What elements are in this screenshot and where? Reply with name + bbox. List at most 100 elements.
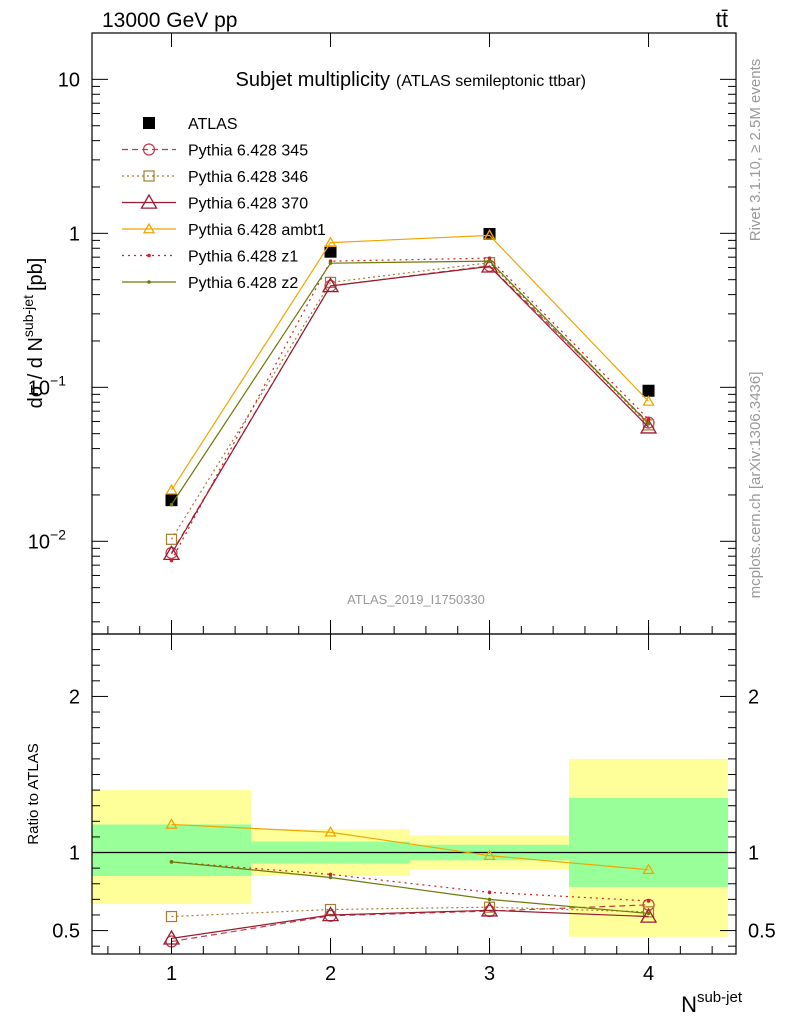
series-pythia-6-428-ambt1 — [165, 229, 655, 495]
legend-label: Pythia 6.428 345 — [188, 143, 308, 160]
data-point — [321, 277, 340, 293]
main-series-group — [162, 228, 658, 563]
ratio-y-tick-label-right: 2 — [748, 686, 759, 708]
series-pythia-6-428-z2 — [169, 259, 651, 507]
main-y-axis-label-main: dσ / d N — [25, 337, 47, 408]
series-pythia-6-428-370 — [162, 257, 658, 561]
ratio-point — [328, 875, 333, 880]
main-y-axis-label: dσ / d Nsub-jet [pb] — [20, 258, 47, 409]
y-tick-label: 1 — [69, 223, 80, 245]
y-tick-label-base: 10 — [28, 377, 50, 399]
x-axis-label-main: N — [681, 992, 697, 1017]
data-point — [646, 417, 651, 422]
ratio-y-tick-label-left: 2 — [69, 686, 80, 708]
ratio-point — [480, 901, 499, 917]
data-point — [165, 494, 178, 507]
legend-marker — [140, 193, 158, 209]
legend-label: Pythia 6.428 ambt1 — [188, 222, 326, 239]
ratio-y-tick-label-right: 0.5 — [748, 921, 776, 943]
ratio-panel-frame — [91, 633, 737, 955]
analysis-id-label: ATLAS_2019_I1750330 — [347, 592, 485, 607]
data-point — [487, 259, 492, 263]
y-tick-label: 10 — [58, 69, 80, 91]
series-pythia-6-428-z1 — [169, 256, 651, 563]
y-tick-label: 10−1 — [28, 372, 66, 399]
legend-item: Pythia 6.428 370 — [122, 193, 308, 213]
y-tick-label-base: 10 — [28, 531, 50, 553]
ratio-ticks: 0.5 0.5 1 1 2 2 1 2 3 4 — [52, 626, 776, 985]
legend-label: ATLAS — [188, 116, 238, 133]
series-line — [170, 265, 649, 555]
ratio-point — [642, 906, 655, 918]
uncertainty-band-green — [569, 797, 729, 887]
uncertainty-band-green — [92, 824, 252, 876]
data-point — [483, 228, 496, 241]
data-point — [165, 533, 178, 545]
x-tick-label: 3 — [484, 963, 495, 985]
ratio-line — [171, 861, 649, 902]
data-point — [169, 502, 174, 507]
main-y-axis-label-sup: sub-jet — [20, 295, 36, 337]
legend: ATLAS Pythia 6.428 345 Pythia 6.428 346 Pyt… — [122, 116, 326, 292]
legend-item: Pythia 6.428 z2 — [122, 275, 298, 292]
legend-marker — [147, 253, 151, 258]
ratio-line — [171, 909, 649, 939]
legend-item: ATLAS — [143, 116, 238, 133]
svg-text:dσ / d Nsub-jet[pb]: dσ / d Nsub-jet [pb] — [20, 258, 47, 409]
legend-item: Pythia 6.428 z1 — [122, 249, 298, 266]
x-tick-label: 2 — [325, 963, 336, 985]
legend-marker — [142, 222, 156, 234]
ratio-series-group — [162, 818, 658, 948]
mcplots-source-label: mcplots.cern.ch [arXiv:1306.3436] — [747, 372, 764, 599]
legend-label: Pythia 6.428 370 — [188, 196, 308, 213]
ratio-point — [487, 890, 492, 895]
ratio-uncertainty-bands — [92, 758, 729, 937]
ratio-point — [165, 910, 178, 923]
chart-subtitle: (ATLAS semileptonic ttbar) — [396, 73, 586, 90]
ratio-y-tick-label-right: 1 — [748, 843, 759, 865]
legend-label: Pythia 6.428 z2 — [188, 275, 298, 292]
ratio-point — [321, 906, 340, 922]
legend-marker — [142, 143, 156, 156]
y-tick-label-base: 10 — [58, 69, 80, 91]
data-point — [324, 236, 337, 248]
data-point — [639, 418, 658, 434]
rivet-version-label: Rivet 3.1.10, ≥ 2.5M events — [747, 59, 764, 242]
ratio-point — [646, 899, 651, 903]
header-energy-label: 13000 GeV pp — [102, 9, 237, 32]
legend-label: Pythia 6.428 346 — [188, 169, 308, 186]
x-tick-label: 1 — [166, 963, 177, 985]
x-tick-label: 4 — [643, 963, 654, 985]
x-axis-label: Nsub-jet — [681, 989, 743, 1017]
y-tick-label: 10−2 — [28, 526, 66, 553]
chart-title: Subjet multiplicity — [235, 69, 390, 91]
ratio-point — [646, 911, 651, 916]
ratio-line — [171, 861, 649, 915]
legend-item: Pythia 6.428 346 — [122, 169, 308, 186]
ratio-point — [328, 872, 333, 877]
ratio-series-pythia-6-428-z2 — [169, 860, 651, 916]
ratio-point — [639, 907, 658, 923]
ratio-line — [171, 904, 649, 943]
series-line — [170, 257, 649, 561]
ratio-point — [165, 818, 178, 829]
ratio-y-tick-label-left: 1 — [69, 843, 80, 865]
ratio-point — [483, 849, 496, 861]
legend-label: Pythia 6.428 z1 — [188, 249, 298, 266]
y-tick-label-exp: −2 — [50, 526, 66, 542]
data-point — [646, 421, 651, 426]
legend-item: Pythia 6.428 ambt1 — [122, 222, 326, 239]
data-point — [328, 261, 333, 265]
legend-marker — [143, 170, 155, 182]
legend-marker — [143, 117, 155, 129]
data-point — [642, 395, 655, 406]
legend-marker — [147, 280, 151, 284]
ratio-series-pythia-6-428-370 — [162, 901, 658, 945]
ratio-point — [487, 897, 492, 902]
header-process-label: tt̄ — [716, 7, 728, 32]
y-tick-label-exp: −1 — [50, 372, 66, 388]
data-point — [169, 558, 174, 563]
series-line — [171, 234, 649, 491]
